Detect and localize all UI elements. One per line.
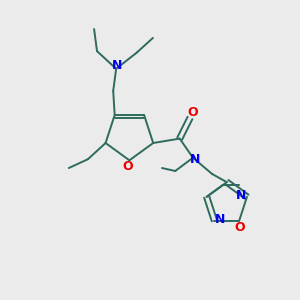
Text: N: N: [112, 59, 122, 72]
Text: N: N: [215, 213, 225, 226]
Text: O: O: [123, 160, 133, 173]
Text: N: N: [190, 153, 200, 166]
Text: O: O: [188, 106, 198, 118]
Text: O: O: [234, 220, 244, 233]
Text: N: N: [236, 189, 246, 202]
